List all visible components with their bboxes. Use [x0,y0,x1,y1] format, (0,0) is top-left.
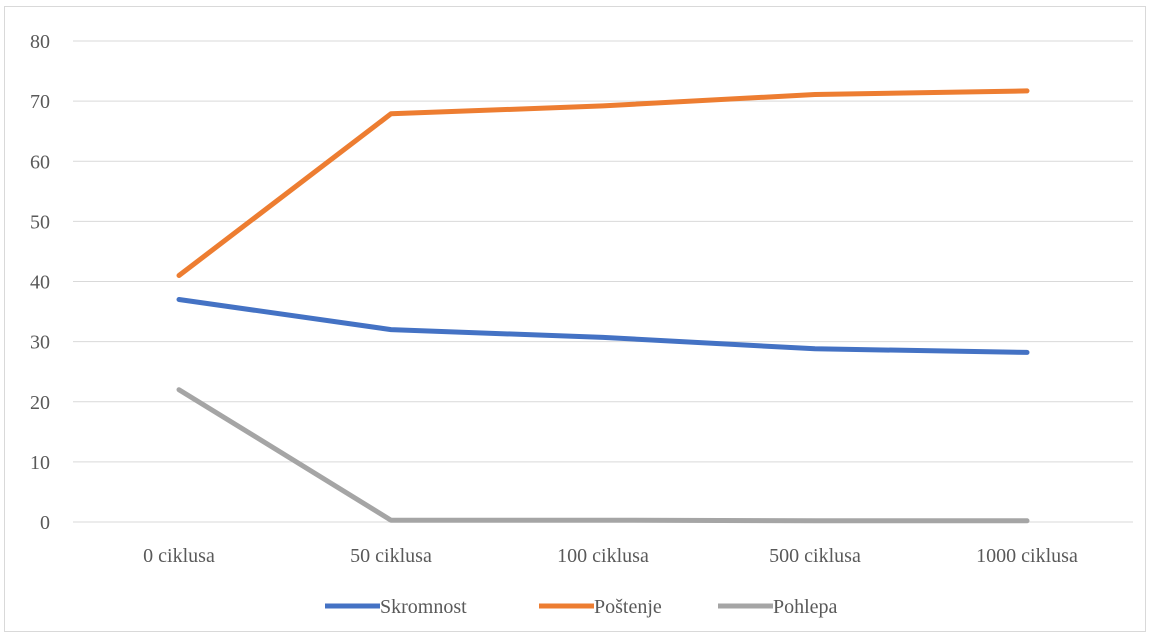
y-tick-label: 80 [30,31,50,53]
series-line-skromnost [176,297,1030,355]
series-lines [176,88,1030,524]
x-tick-label: 50 ciklusa [350,545,432,567]
y-tick-label: 40 [30,272,50,294]
y-tick-label: 20 [30,392,50,414]
x-tick-label: 100 ciklusa [557,545,649,567]
y-tick-label: 0 [40,512,50,534]
y-tick-label: 50 [30,211,50,233]
y-tick-label: 30 [30,332,50,354]
y-tick-label: 60 [30,151,50,173]
y-tick-label: 10 [30,452,50,474]
x-axis-ticks: 0 ciklusa 50 ciklusa 100 ciklusa 500 ciklus… [143,545,1078,567]
legend-label: Skromnost [380,596,467,618]
legend: Skromnost Poštenje Pohlepa [325,596,838,618]
series-line-pohlepa [176,387,1030,524]
x-tick-label: 500 ciklusa [769,545,861,567]
series-line-poštenje [176,88,1030,278]
y-axis-ticks: 0 10 20 30 40 50 60 70 80 [30,31,50,534]
x-tick-label: 1000 ciklusa [976,545,1078,567]
chart-frame [4,6,1146,632]
legend-label: Pohlepa [773,596,838,618]
x-tick-label: 0 ciklusa [143,545,215,567]
legend-label: Poštenje [594,596,662,618]
y-tick-label: 70 [30,91,50,113]
gridlines [73,40,1133,523]
